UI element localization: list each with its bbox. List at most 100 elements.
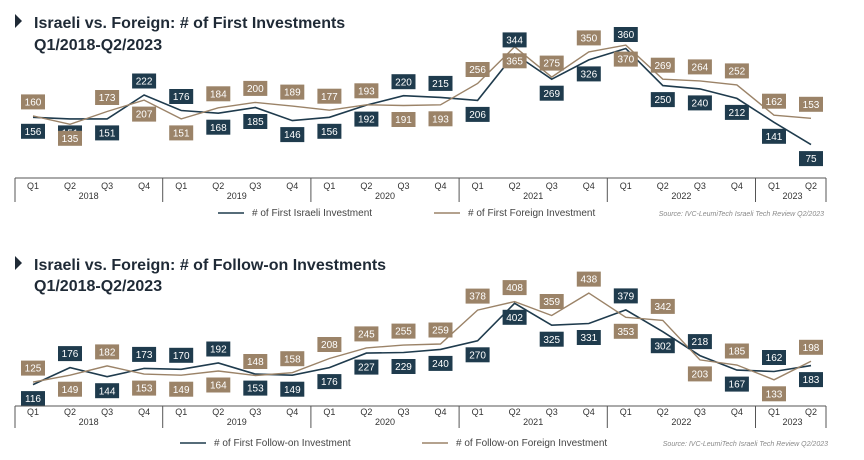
data-label-box — [243, 380, 268, 396]
data-label-box — [132, 106, 157, 122]
data-label: 353 — [617, 327, 634, 338]
x-tick-label: Q4 — [138, 407, 150, 417]
data-label: 149 — [284, 385, 301, 396]
x-tick-label: Q3 — [546, 181, 558, 191]
x-tick-label: Q4 — [583, 181, 595, 191]
x-tick-label: Q4 — [731, 181, 743, 191]
x-tick-label: Q2 — [657, 181, 669, 191]
data-label: 259 — [432, 326, 449, 337]
data-label-box — [169, 381, 194, 397]
data-label: 255 — [395, 327, 412, 338]
data-label-box — [391, 323, 416, 339]
x-tick-label: Q4 — [434, 181, 446, 191]
data-label: 156 — [25, 127, 42, 138]
data-label-box — [206, 86, 231, 102]
data-label-box — [613, 27, 638, 42]
data-label-box — [613, 323, 638, 339]
x-tick-label: Q1 — [323, 407, 335, 417]
data-label-box — [428, 111, 453, 127]
data-label-box — [317, 88, 342, 104]
data-label-box — [354, 326, 379, 342]
data-label-box — [280, 127, 305, 143]
data-label: 208 — [321, 340, 338, 351]
data-label: 158 — [284, 354, 301, 365]
data-label: 269 — [543, 89, 560, 100]
data-label: 133 — [766, 389, 783, 400]
data-label-box — [354, 83, 379, 99]
data-label-box — [391, 112, 416, 127]
chart-title: Israeli vs. Foreign: # of Follow-on Inve… — [34, 257, 386, 274]
x-tick-label: Q1 — [620, 407, 632, 417]
data-label-box — [724, 343, 749, 359]
data-label: 173 — [99, 93, 116, 104]
data-label-box — [687, 95, 712, 111]
x-tick-label: Q1 — [27, 181, 39, 191]
data-label-box — [799, 96, 823, 112]
data-label: 149 — [173, 385, 190, 396]
data-label-box — [243, 114, 268, 129]
x-tick-label: Q3 — [546, 407, 558, 417]
data-label: 229 — [395, 362, 412, 373]
data-label-box — [391, 359, 416, 374]
data-label: 378 — [469, 292, 486, 303]
year-label: 2022 — [671, 191, 691, 201]
data-label-box — [724, 104, 749, 120]
data-label: 162 — [766, 97, 783, 108]
data-label: 207 — [136, 110, 153, 121]
x-tick-label: Q2 — [212, 181, 224, 191]
data-label-box — [762, 128, 786, 144]
year-label: 2021 — [523, 417, 543, 427]
x-tick-label: Q4 — [138, 181, 150, 191]
data-label: 240 — [432, 359, 449, 370]
data-label-box — [21, 123, 45, 139]
data-label-box — [799, 372, 823, 388]
data-label-box — [132, 380, 157, 396]
data-label: 256 — [469, 65, 486, 76]
data-label-box — [428, 322, 453, 338]
data-label: 275 — [543, 59, 560, 70]
data-label: 342 — [654, 302, 671, 313]
data-label: 227 — [358, 363, 375, 374]
x-tick-label: Q3 — [694, 407, 706, 417]
legend-entry-0: # of First Follow-on Investment — [214, 438, 351, 449]
data-label: 344 — [506, 36, 523, 47]
x-tick-label: Q1 — [175, 407, 187, 417]
data-label: 326 — [580, 70, 597, 81]
follow-on-investments-chart-panel: Israeli vs. Foreign: # of Follow-on Inve… — [0, 242, 864, 460]
data-label: 325 — [543, 335, 560, 346]
chart-subtitle: Q1/2018-Q2/2023 — [34, 278, 162, 295]
data-label-box — [354, 111, 379, 127]
x-tick-label: Q4 — [434, 407, 446, 417]
data-label-box — [650, 338, 675, 354]
chart-title: Israeli vs. Foreign: # of First Investme… — [34, 15, 345, 32]
data-label: 170 — [173, 351, 190, 362]
data-label-box — [21, 391, 45, 407]
source-note: Source: IVC-LeumiTech Israeli Tech Revie… — [659, 211, 824, 218]
data-label: 191 — [395, 115, 412, 126]
data-label-box — [539, 85, 564, 101]
data-label: 160 — [25, 98, 42, 109]
x-tick-label: Q1 — [27, 407, 39, 417]
data-label-box — [502, 280, 527, 296]
data-label: 75 — [805, 154, 817, 165]
series-line-1 — [32, 292, 812, 383]
data-label-box — [428, 75, 453, 91]
x-tick-label: Q3 — [397, 181, 409, 191]
year-label: 2018 — [79, 191, 99, 201]
x-tick-label: Q1 — [175, 181, 187, 191]
x-tick-label: Q1 — [768, 181, 780, 191]
data-label-box — [465, 288, 490, 304]
data-label: 198 — [803, 343, 820, 354]
year-label: 2023 — [782, 191, 802, 201]
x-tick-label: Q3 — [101, 407, 113, 417]
data-label: 408 — [506, 283, 523, 294]
first-investments-chart: Israeli vs. Foreign: # of First Investme… — [14, 14, 827, 219]
data-label: 222 — [136, 77, 153, 88]
legend-entry-1: # of First Foreign Investment — [468, 208, 595, 219]
data-label: 203 — [692, 370, 709, 381]
data-label-box — [799, 151, 823, 167]
data-label-box — [539, 331, 564, 347]
data-label-box — [502, 53, 527, 69]
data-label-box — [465, 106, 490, 122]
